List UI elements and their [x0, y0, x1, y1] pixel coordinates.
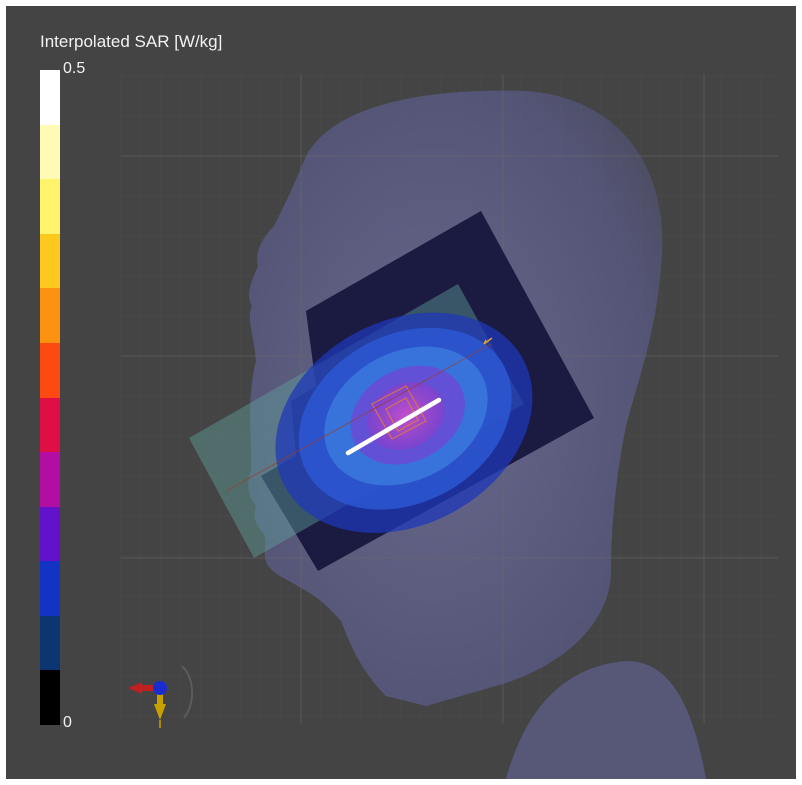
colorbar-segment [40, 506, 60, 562]
y-axis-arrow [154, 704, 166, 720]
x-axis-arrow [128, 682, 142, 694]
colorbar-segment [40, 342, 60, 398]
colorbar-segment [40, 179, 60, 235]
reference-axis [225, 343, 492, 492]
colorbar-max-label: 0.5 [63, 60, 86, 77]
small-axis-marker [483, 337, 493, 345]
colorbar-segment [40, 561, 60, 617]
sar-scene[interactable] [6, 6, 796, 779]
colorbar-segment [40, 670, 60, 726]
grid [121, 74, 778, 724]
colorbar [40, 70, 60, 726]
colorbar-segment [40, 124, 60, 180]
viewport[interactable]: Interpolated SAR [W/kg] 0.5 0 [6, 6, 796, 779]
orientation-axes-widget[interactable] [120, 658, 210, 730]
shoulder-model [506, 661, 706, 779]
colorbar-segment [40, 452, 60, 508]
colorbar-segment [40, 288, 60, 344]
colorbar-title: Interpolated SAR [W/kg] [40, 32, 223, 51]
colorbar-segment [40, 233, 60, 289]
colorbar-segment [40, 70, 60, 126]
colorbar-segment [40, 397, 60, 453]
colorbar-segment [40, 615, 60, 671]
z-axis-dot [153, 681, 167, 695]
feed-line [345, 397, 442, 456]
colorbar-min-label: 0 [63, 714, 72, 731]
